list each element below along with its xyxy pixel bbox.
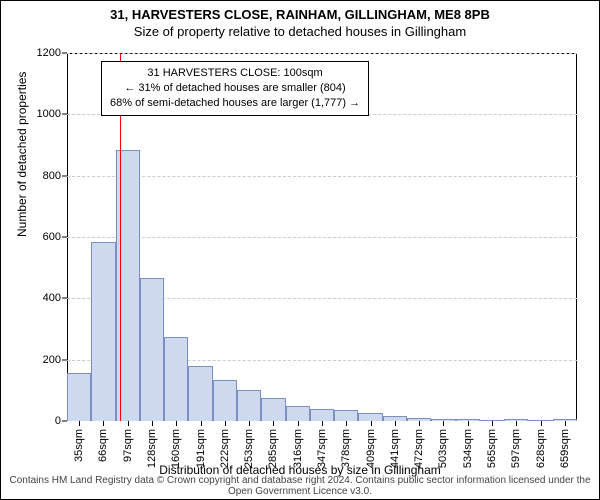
x-tick-label: 97sqm [122, 429, 134, 462]
histogram-bar [140, 278, 164, 421]
grid-line [67, 53, 577, 54]
y-tick-label: 1000 [37, 108, 61, 120]
x-tick-mark [128, 421, 129, 426]
x-tick-mark [152, 421, 153, 426]
histogram-bar [188, 366, 212, 421]
histogram-bar [213, 380, 237, 421]
grid-line [67, 176, 577, 177]
histogram-bar [334, 410, 358, 421]
x-tick-mark [492, 421, 493, 426]
x-tick-mark [419, 421, 420, 426]
x-tick-mark [298, 421, 299, 426]
histogram-bar [67, 373, 91, 421]
annotation-box: 31 HARVESTERS CLOSE: 100sqm ← 31% of det… [101, 61, 369, 116]
chart-subtitle: Size of property relative to detached ho… [1, 24, 599, 39]
x-tick-mark [516, 421, 517, 426]
x-tick-mark [443, 421, 444, 426]
x-tick-mark [176, 421, 177, 426]
histogram-bar [261, 398, 285, 421]
x-tick-mark [541, 421, 542, 426]
y-tick-label: 400 [43, 292, 61, 304]
x-tick-mark [201, 421, 202, 426]
chart-container: 31, HARVESTERS CLOSE, RAINHAM, GILLINGHA… [0, 0, 600, 500]
annotation-line1: 31 HARVESTERS CLOSE: 100sqm [110, 66, 360, 81]
y-tick-mark [62, 175, 67, 176]
x-tick-mark [395, 421, 396, 426]
y-tick-label: 600 [43, 231, 61, 243]
chart-title-block: 31, HARVESTERS CLOSE, RAINHAM, GILLINGHA… [1, 7, 599, 39]
histogram-bar [310, 409, 334, 421]
x-tick-mark [103, 421, 104, 426]
histogram-bar [237, 390, 261, 421]
y-axis-label: Number of detached properties [15, 72, 29, 237]
x-tick-label: 66sqm [97, 429, 109, 462]
y-tick-label: 0 [55, 415, 61, 427]
x-tick-mark [346, 421, 347, 426]
y-tick-mark [62, 237, 67, 238]
histogram-bar [286, 406, 310, 421]
y-tick-label: 200 [43, 354, 61, 366]
y-tick-mark [62, 298, 67, 299]
x-tick-mark [225, 421, 226, 426]
y-tick-mark [62, 359, 67, 360]
x-tick-label: 35sqm [73, 429, 85, 462]
x-tick-mark [565, 421, 566, 426]
x-tick-mark [249, 421, 250, 426]
annotation-line3: 68% of semi-detached houses are larger (… [110, 96, 360, 111]
x-tick-mark [468, 421, 469, 426]
x-tick-mark [273, 421, 274, 426]
annotation-line2: ← 31% of detached houses are smaller (80… [110, 81, 360, 96]
y-tick-label: 800 [43, 170, 61, 182]
x-tick-mark [322, 421, 323, 426]
y-tick-label: 1200 [37, 47, 61, 59]
histogram-bar [164, 337, 188, 421]
x-tick-mark [79, 421, 80, 426]
chart-title: 31, HARVESTERS CLOSE, RAINHAM, GILLINGHA… [1, 7, 599, 22]
copyright-text: Contains HM Land Registry data © Crown c… [1, 475, 599, 497]
histogram-bar [91, 242, 115, 421]
x-tick-mark [371, 421, 372, 426]
grid-line [67, 237, 577, 238]
histogram-bar [358, 413, 382, 421]
y-tick-mark [62, 53, 67, 54]
y-tick-mark [62, 114, 67, 115]
